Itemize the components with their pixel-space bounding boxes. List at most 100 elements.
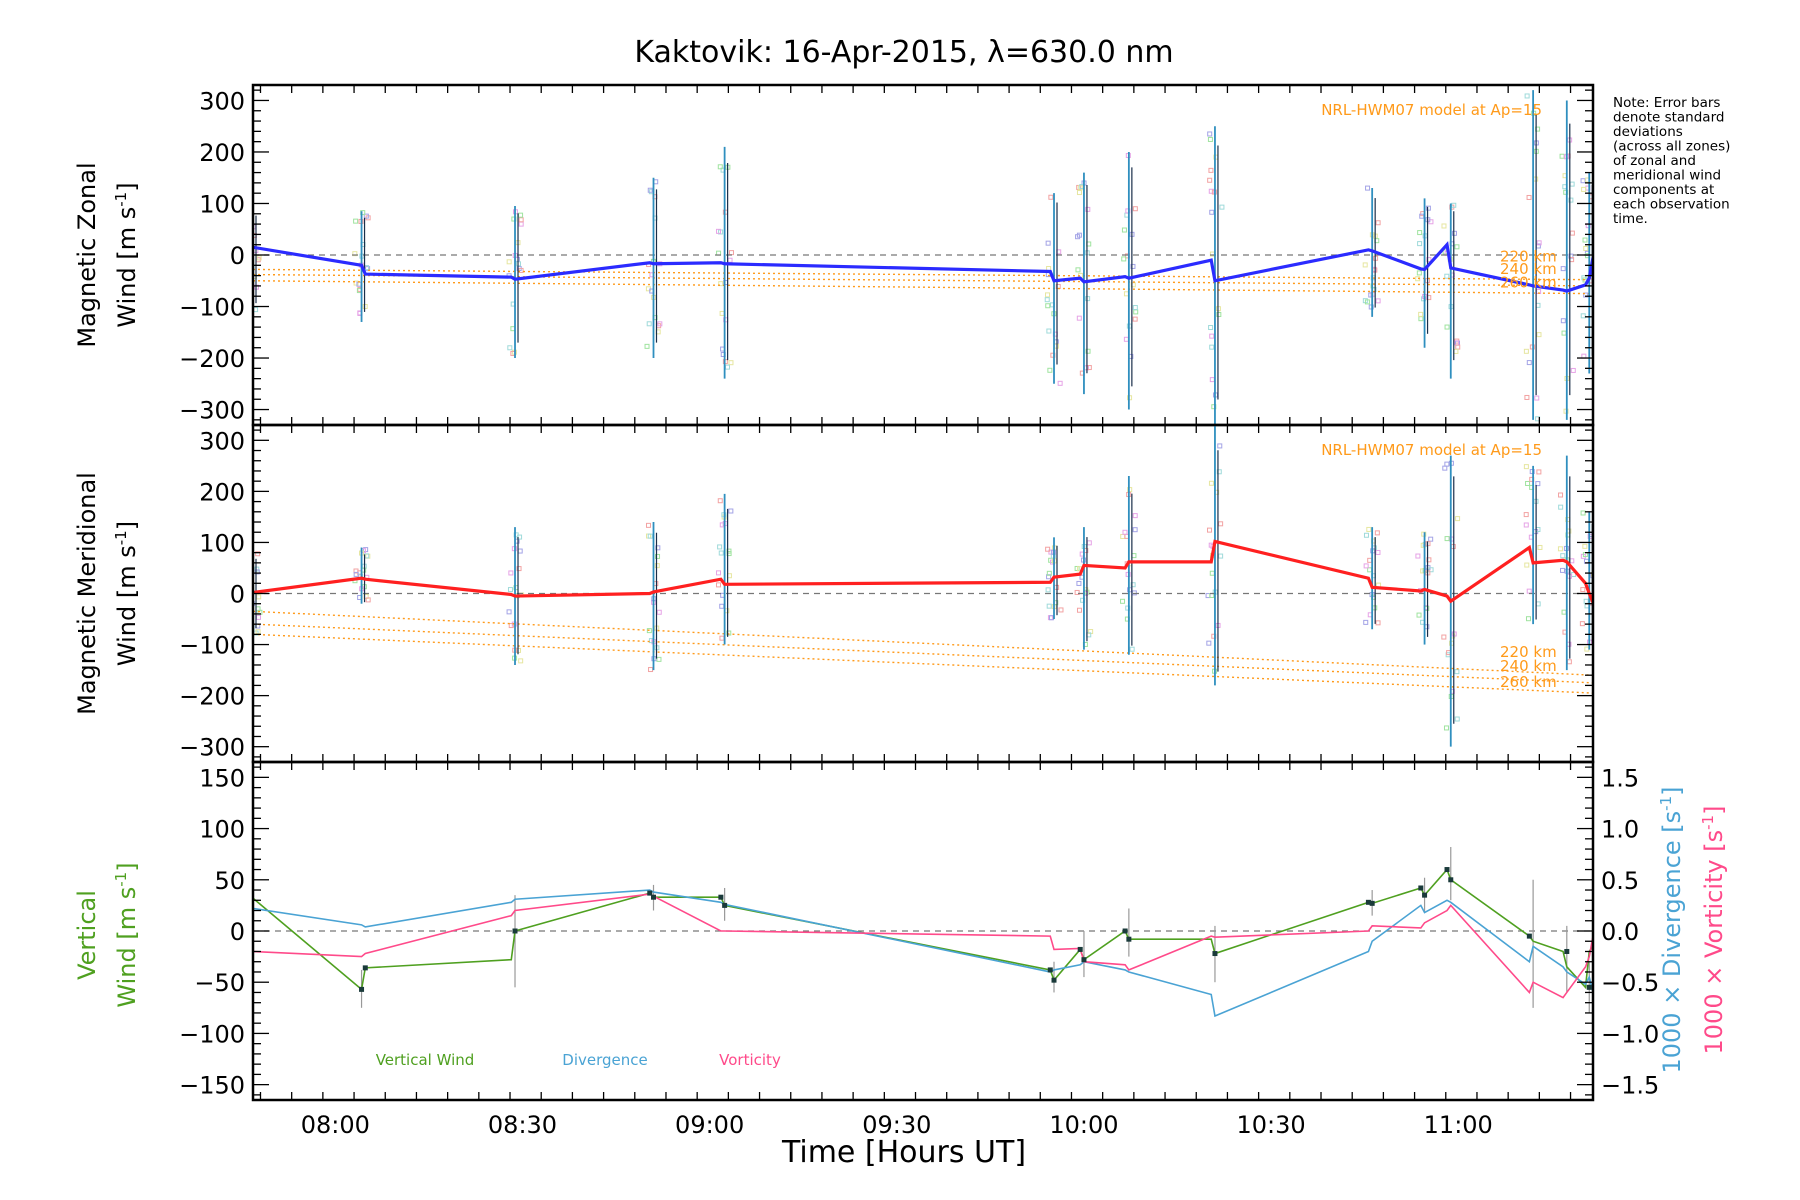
y-tick-label: 0 <box>230 581 245 609</box>
model-curve-label: 240 km <box>1500 657 1557 675</box>
scatter-point <box>1581 186 1587 192</box>
y-axis-label-line2: Wind [m s-1] <box>112 182 141 327</box>
y-tick-label: 300 <box>199 427 245 455</box>
y-tick-label: 50 <box>214 867 245 895</box>
scatter-point <box>353 280 359 286</box>
scatter-point <box>1122 529 1128 535</box>
scatter-point <box>254 566 260 572</box>
scatter-point <box>1364 299 1370 305</box>
scatter-point <box>1444 324 1450 330</box>
scatter-point <box>516 566 522 572</box>
x-tick-label: 09:00 <box>675 1111 744 1139</box>
model-curve-label: 260 km <box>1500 673 1557 691</box>
note-line: meridional wind <box>1613 168 1721 184</box>
panel-meridional-plot-area <box>253 425 1593 747</box>
scatter-point <box>1560 553 1566 559</box>
series-marker <box>647 890 653 896</box>
scatter-point <box>1558 504 1564 510</box>
legend-item: Vorticity <box>719 1051 781 1069</box>
scatter-point <box>1536 240 1542 246</box>
x-tick-label: 10:30 <box>1237 1111 1306 1139</box>
scatter-point <box>1121 227 1127 233</box>
model-curve <box>253 610 1593 676</box>
series-marker <box>1586 984 1592 990</box>
y-tick-label: 150 <box>199 764 245 792</box>
series-line-zonal-wind <box>253 241 1593 293</box>
scatter-point <box>1218 521 1224 527</box>
scatter-point <box>1207 177 1213 183</box>
scatter-point <box>1523 348 1529 354</box>
scatter-point <box>644 343 650 349</box>
scatter-point <box>1454 716 1460 722</box>
scatter-point <box>655 545 661 551</box>
scatter-point <box>657 321 663 327</box>
scatter-point <box>1523 464 1529 470</box>
scatter-point <box>1209 333 1215 339</box>
scatter-point <box>1207 527 1213 533</box>
scatter-point <box>1076 580 1082 586</box>
scatter-point <box>656 609 662 615</box>
series-line-meridional-wind <box>253 539 1593 604</box>
scatter-point <box>1568 197 1574 203</box>
scatter-point <box>1058 607 1064 613</box>
scatter-point <box>1579 621 1585 627</box>
scatter-point <box>256 255 262 261</box>
model-label: NRL-HWM07 model at Ap=15 <box>1321 441 1542 459</box>
scatter-point <box>1130 582 1136 588</box>
scatter-point <box>1535 481 1541 487</box>
scatter-point <box>1130 263 1136 269</box>
scatter-point <box>518 267 524 273</box>
x-tick-label: 08:30 <box>488 1111 557 1139</box>
series-marker <box>1126 936 1132 942</box>
scatter-point <box>1217 443 1223 449</box>
scatter-point <box>1208 167 1214 173</box>
scatter-point <box>1075 267 1081 273</box>
scatter-point <box>717 544 723 550</box>
y-tick-label: 100 <box>199 816 245 844</box>
scatter-point <box>1560 266 1566 272</box>
note-line: components at <box>1613 182 1714 198</box>
scatter-point <box>1534 395 1540 401</box>
scatter-point <box>1218 553 1224 559</box>
scatter-point <box>1583 292 1589 298</box>
scatter-point <box>1526 194 1532 200</box>
scatter-point <box>362 304 368 310</box>
scatter-point <box>1125 208 1131 214</box>
right-tick-label: 1.5 <box>1601 764 1639 792</box>
scatter-point <box>646 628 652 634</box>
scatter-point <box>1451 230 1457 236</box>
right-tick-label: 1.0 <box>1601 816 1639 844</box>
note-line: Note: Error bars <box>1613 95 1720 111</box>
series-line-vertical-wind <box>253 868 1593 991</box>
x-tick-label: 11:00 <box>1424 1111 1493 1139</box>
y-tick-label: 100 <box>199 529 245 557</box>
series-marker <box>359 986 365 992</box>
scatter-point <box>728 508 734 514</box>
scatter-point <box>365 597 371 603</box>
scatter-point <box>1582 543 1588 549</box>
scatter-point <box>726 630 732 636</box>
note-line: of zonal and <box>1613 153 1696 169</box>
scatter-point <box>1076 190 1082 196</box>
scatter-point <box>1524 562 1530 568</box>
scatter-point <box>518 658 524 664</box>
series-marker <box>512 928 518 934</box>
scatter-point <box>1375 298 1381 304</box>
scatter-point <box>1524 93 1530 99</box>
scatter-point <box>1526 360 1532 366</box>
y-tick-label: −300 <box>179 397 245 425</box>
series-marker <box>1422 892 1428 898</box>
scatter-point <box>1451 202 1457 208</box>
scatter-point <box>365 266 371 272</box>
scatter-point <box>1219 204 1225 210</box>
scatter-point <box>1557 546 1563 552</box>
y-tick-label: 0 <box>230 918 245 946</box>
scatter-point <box>1045 546 1051 552</box>
scatter-point <box>1216 469 1222 475</box>
scatter-point <box>1362 262 1368 268</box>
scatter-point <box>506 259 512 265</box>
legend-item: Vertical Wind <box>376 1051 475 1069</box>
scatter-point <box>1536 469 1542 475</box>
